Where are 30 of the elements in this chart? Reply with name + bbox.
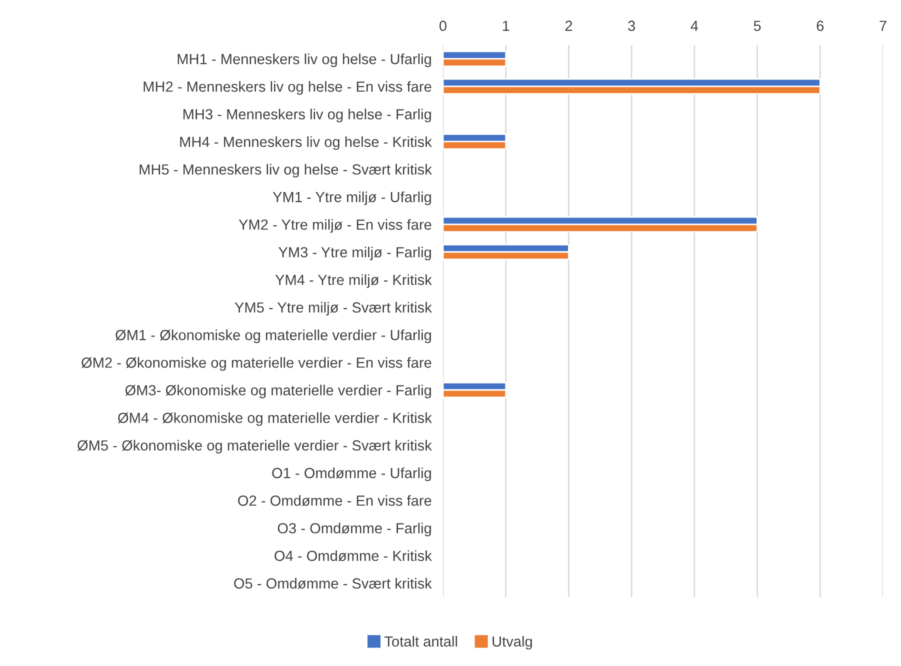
y-tick-label: ØM3- Økonomiske og materielle verdier - Farlig [125,384,431,398]
x-tick-label: 1 [502,20,510,31]
y-tick-label: ØM4 - Økonomiske og materielle verdier - Kritisk [118,412,432,426]
x-tick-label: 3 [628,20,635,32]
y-tick-label: YM5 - Ytre miljø - Svært kritisk [234,302,432,316]
legend-label: Utvalg [492,636,532,650]
y-tick-label: ØM2 - Økonomiske og materielle verdier - En viss fare [81,357,432,371]
x-tick-label: 5 [754,20,761,32]
y-tick-label: YM4 - Ytre miljø - Kritisk [275,274,432,288]
y-tick-label: MH5 - Menneskers liv og helse - Svært kritisk [140,164,432,178]
y-tick-label: MH3 - Menneskers liv og helse - Farlig [183,108,431,122]
legend-label: Totalt antall [384,636,457,647]
x-tick-label: 7 [880,20,886,31]
y-tick-label: MH2 - Menneskers liv og helse - En viss fare [144,81,432,95]
y-tick-label: ØM5 - Økonomiske og materielle verdier - Svært kritisk [77,440,432,454]
x-tick-label: 2 [565,20,572,31]
y-tick-label: MH4 - Menneskers liv og helse - Kritisk [180,136,432,150]
y-tick-label: O1 - Omdømme - Ufarlig [272,468,431,482]
y-tick-label: O2 - Omdømme - En viss fare [238,495,432,506]
y-tick-label: YM3 - Ytre miljø - Farlig [278,246,431,260]
y-tick-label: O5 - Omdømme - Svært kritisk [234,578,432,589]
y-tick-label: YM1 - Ytre miljø - Ufarlig [272,192,431,206]
y-tick-label: ØM1 - Økonomiske og materielle verdier - Ufarlig [116,330,431,344]
x-tick-label: 0 [440,20,446,32]
y-tick-label: O4 - Omdømme - Kritisk [274,550,432,562]
x-tick-label: 6 [816,20,824,32]
y-tick-label: O3 - Omdømme - Farlig [278,522,431,536]
y-tick-label: YM2 - Ytre miljø - En viss fare [238,219,432,233]
x-tick-label: 4 [690,20,698,31]
y-tick-label: MH1 - Menneskers liv og helse - Ufarlig [178,54,431,68]
